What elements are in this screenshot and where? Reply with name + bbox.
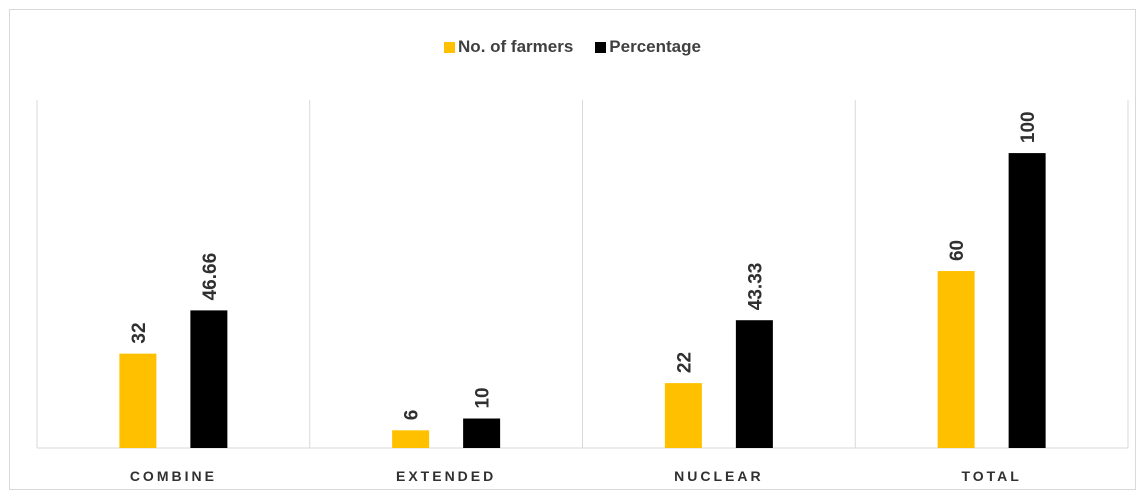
category-label: NUCLEAR [674, 468, 763, 484]
legend-swatch-farmers [444, 41, 456, 53]
data-label: 60 [947, 240, 968, 261]
bar-percentage [1008, 153, 1046, 448]
data-label: 100 [1018, 111, 1039, 143]
data-label: 22 [674, 352, 695, 373]
data-label: 10 [473, 387, 494, 408]
legend: No. of farmers Percentage [0, 37, 1145, 57]
bar-percentage [190, 310, 228, 448]
bar-farmers [392, 430, 430, 448]
data-label: 43.33 [745, 263, 766, 311]
data-label: 32 [129, 322, 150, 343]
legend-swatch-percentage [595, 41, 607, 53]
legend-item-farmers: No. of farmers [444, 37, 573, 57]
bar-percentage [463, 418, 501, 448]
data-label: 6 [402, 410, 423, 421]
legend-item-percentage: Percentage [595, 37, 701, 57]
bar-farmers [664, 383, 702, 448]
category-label: TOTAL [961, 468, 1021, 484]
bar-percentage [735, 320, 773, 448]
bar-farmers [937, 271, 975, 448]
legend-label-farmers: No. of farmers [458, 37, 574, 56]
legend-label-percentage: Percentage [609, 37, 701, 56]
bar-farmers [119, 353, 157, 448]
category-label: COMBINE [130, 468, 217, 484]
data-label: 46.66 [200, 253, 221, 301]
category-label: EXTENDED [396, 468, 496, 484]
